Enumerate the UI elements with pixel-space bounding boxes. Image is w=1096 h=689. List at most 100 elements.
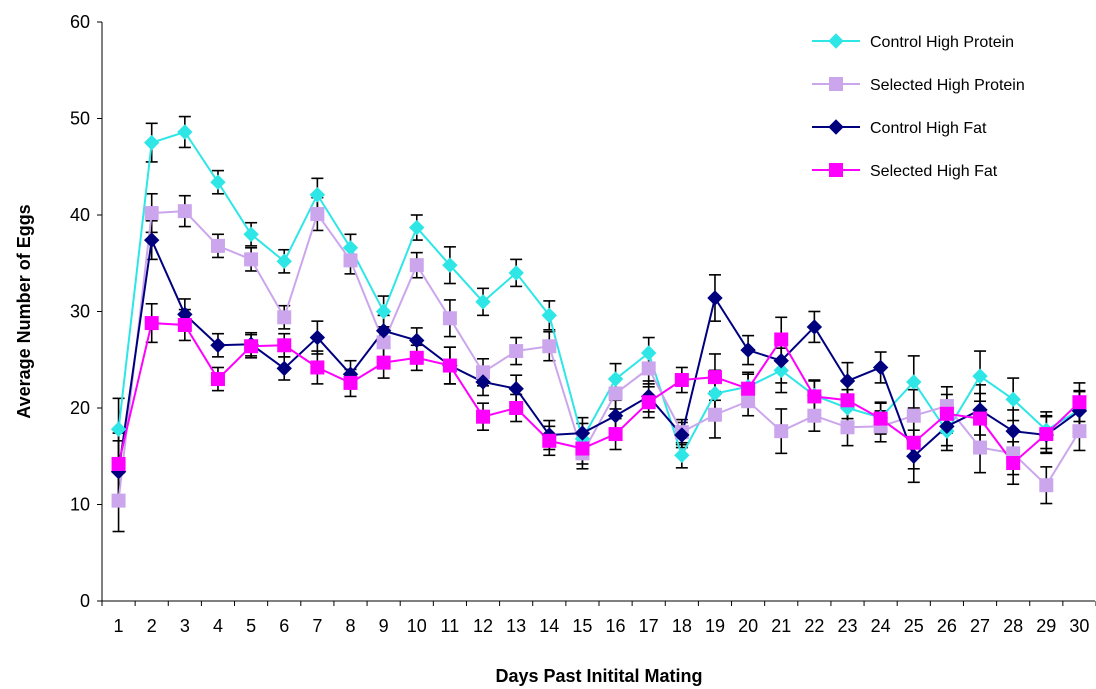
data-point xyxy=(343,253,358,268)
x-tick-label: 19 xyxy=(705,616,725,636)
y-tick-label: 0 xyxy=(80,591,90,611)
data-point xyxy=(542,339,557,354)
data-point xyxy=(509,344,524,359)
data-point xyxy=(310,207,325,222)
data-point xyxy=(906,435,921,450)
data-point xyxy=(1072,395,1087,410)
data-point xyxy=(442,257,458,273)
data-point xyxy=(939,418,955,435)
legend-marker xyxy=(828,119,844,135)
data-point xyxy=(773,362,789,379)
legend-marker xyxy=(829,77,843,91)
data-point xyxy=(476,409,491,424)
x-tick-label: 3 xyxy=(180,616,190,636)
x-tick-label: 12 xyxy=(473,616,493,636)
data-point xyxy=(276,360,292,377)
x-tick-label: 16 xyxy=(606,616,626,636)
data-point xyxy=(872,359,889,376)
data-point xyxy=(873,411,888,426)
data-point xyxy=(177,204,192,219)
data-point xyxy=(740,342,756,358)
data-point xyxy=(210,238,225,253)
data-point xyxy=(375,323,392,339)
data-point xyxy=(1039,478,1054,493)
data-point xyxy=(276,253,292,270)
data-point xyxy=(840,420,855,435)
x-axis-title: Days Past Initital Mating xyxy=(495,666,702,686)
data-point xyxy=(409,332,425,349)
y-tick-label: 20 xyxy=(70,398,90,418)
legend-label: Selected High Fat xyxy=(870,163,998,180)
data-point xyxy=(741,381,756,396)
data-point xyxy=(442,358,457,373)
series-markers xyxy=(110,124,1088,508)
data-point xyxy=(243,226,259,243)
data-point xyxy=(277,310,292,325)
data-point xyxy=(641,361,656,376)
data-point xyxy=(774,424,789,439)
data-point xyxy=(143,232,160,248)
y-tick-label: 30 xyxy=(70,302,90,322)
data-point xyxy=(707,370,722,385)
x-tick-label: 28 xyxy=(1003,616,1023,636)
data-point xyxy=(674,447,690,463)
data-point xyxy=(1005,423,1021,439)
data-point xyxy=(475,294,491,310)
data-point xyxy=(541,307,558,324)
data-point xyxy=(509,401,524,415)
x-tick-label: 26 xyxy=(937,616,957,636)
x-tick-label: 8 xyxy=(345,616,355,636)
y-axis-title: Average Number of Eggs xyxy=(14,204,34,418)
data-point xyxy=(111,493,126,508)
x-tick-label: 22 xyxy=(804,616,824,636)
data-point xyxy=(839,373,856,389)
x-tick-label: 30 xyxy=(1069,616,1089,636)
data-point xyxy=(1039,427,1054,442)
x-tick-label: 11 xyxy=(441,616,460,636)
data-point xyxy=(475,374,491,390)
data-point xyxy=(409,219,425,236)
data-point xyxy=(244,252,259,267)
data-point xyxy=(442,311,457,326)
x-tick-label: 27 xyxy=(970,616,990,636)
data-point xyxy=(1072,424,1087,439)
data-point xyxy=(608,386,623,401)
x-tick-label: 5 xyxy=(246,616,256,636)
y-tick-label: 50 xyxy=(70,109,90,129)
data-point xyxy=(906,408,921,423)
data-point xyxy=(575,441,590,456)
x-tick-label: 17 xyxy=(639,616,659,636)
data-point xyxy=(309,329,326,346)
y-tick-label: 60 xyxy=(70,12,90,32)
data-point xyxy=(674,427,690,443)
data-point xyxy=(1005,391,1021,408)
data-point xyxy=(741,394,756,409)
legend-marker xyxy=(828,33,844,49)
x-tick-label: 18 xyxy=(672,616,692,636)
x-tick-label: 20 xyxy=(738,616,758,636)
x-tick-label: 2 xyxy=(147,616,157,636)
data-point xyxy=(409,258,424,273)
data-point xyxy=(210,174,226,190)
y-tick-label: 10 xyxy=(70,495,90,515)
data-point xyxy=(210,337,226,353)
data-point xyxy=(773,353,789,369)
data-point xyxy=(939,406,954,421)
series-line-3 xyxy=(117,236,1081,472)
data-point xyxy=(707,407,722,422)
legend-label: Control High Protein xyxy=(870,34,1014,51)
x-tick-label: 25 xyxy=(904,616,924,636)
data-point xyxy=(210,372,225,387)
data-point xyxy=(640,345,657,361)
series-line-1 xyxy=(117,130,1080,458)
data-point xyxy=(110,421,127,437)
data-point xyxy=(806,319,823,335)
data-point xyxy=(144,206,159,221)
data-point xyxy=(972,368,988,384)
legend: Control High Protein Selected High Protei… xyxy=(812,33,1025,180)
x-tick-label: 4 xyxy=(213,616,223,636)
data-point xyxy=(973,440,988,455)
data-point xyxy=(144,316,159,331)
data-point xyxy=(111,456,126,471)
x-tick-label: 1 xyxy=(114,616,124,636)
